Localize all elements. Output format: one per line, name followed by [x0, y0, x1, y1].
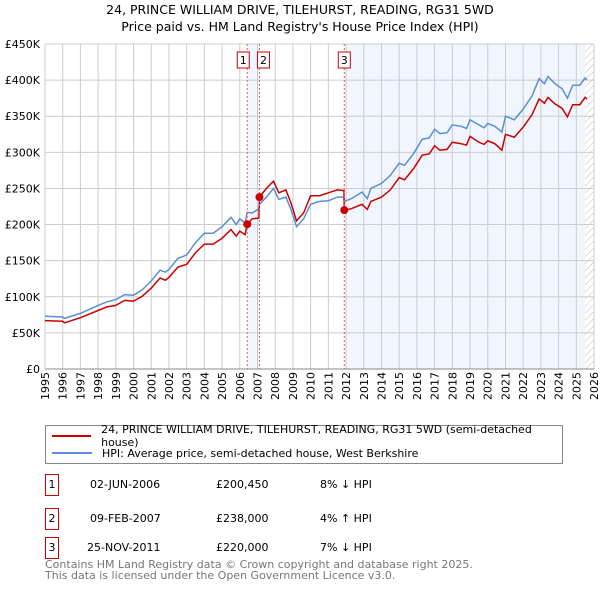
x-tick-label: 1999: [110, 372, 123, 400]
transaction-date: 02-JUN-2006: [90, 478, 161, 491]
transaction-price: £238,000: [216, 512, 269, 525]
footer-line-1: Contains HM Land Registry data © Crown c…: [45, 558, 473, 571]
transaction-hpi-diff: 4% ↑ HPI: [320, 512, 372, 525]
x-tick-label: 1996: [57, 372, 70, 400]
sale-point: [255, 193, 264, 202]
transaction-price: £220,000: [216, 541, 269, 554]
x-tick-label: 2021: [499, 372, 512, 400]
y-tick-label: £200K: [5, 219, 41, 232]
transaction-badge: 3: [45, 537, 59, 559]
sale-badge-label: 3: [341, 54, 348, 67]
x-tick-label: 2012: [340, 372, 353, 400]
x-tick-label: 1995: [39, 372, 52, 400]
transaction-hpi-diff: 7% ↓ HPI: [320, 541, 372, 554]
sale-badge: [256, 51, 270, 69]
x-tick-label: 2023: [535, 372, 548, 400]
y-tick-label: £350K: [5, 110, 41, 123]
x-tick-label: 1998: [92, 372, 105, 400]
price-chart: 1995 1996 1997 1998 1999 2000 2001 2002 2003 2004…: [5, 38, 600, 400]
legend-label-hpi: HPI: Average price, semi-detached house,…: [102, 446, 419, 460]
transaction-badge: 1: [45, 474, 59, 496]
x-tick-label: 2022: [517, 372, 530, 400]
sale-point: [340, 206, 349, 215]
y-tick-label: £0: [26, 363, 40, 376]
chart-legend: 24, PRINCE WILLIAM DRIVE, TILEHURST, REA…: [45, 423, 563, 464]
property-price-line: [44, 96, 588, 324]
x-tick-label: 2007: [252, 372, 265, 400]
x-tick-label: 2016: [411, 372, 424, 400]
legend-item-hpi: HPI: Average price, semi-detached house,…: [52, 445, 418, 461]
transaction-date: 25-NOV-2011: [87, 541, 161, 554]
forecast-hatch: [585, 44, 594, 369]
x-tick-label: 2020: [482, 372, 495, 400]
x-tick-label: 2013: [358, 372, 371, 400]
y-tick-label: £250K: [5, 182, 41, 195]
transaction-date: 09-FEB-2007: [90, 512, 161, 525]
shaded-period: [344, 44, 586, 369]
sale-badge: [337, 51, 351, 69]
footer-line-2: This data is licensed under the Open Gov…: [45, 569, 396, 582]
x-tick-label: 1997: [74, 372, 87, 400]
legend-swatch-blue: [52, 452, 92, 454]
x-tick-label: 2025: [570, 372, 583, 400]
footer: Contains HM Land Registry data © Crown c…: [45, 559, 473, 581]
x-tick-label: 2018: [446, 372, 459, 400]
y-tick-label: £100K: [5, 291, 41, 304]
transaction-hpi-diff: 8% ↓ HPI: [320, 478, 372, 491]
x-tick-label: 2026: [588, 372, 600, 400]
chart-title: 24, PRINCE WILLIAM DRIVE, TILEHURST, REA…: [106, 2, 494, 17]
x-tick-label: 2011: [322, 372, 335, 400]
y-tick-label: £50K: [12, 327, 41, 340]
x-tick-label: 2015: [393, 372, 406, 400]
x-tick-label: 2005: [216, 372, 229, 400]
chart-subtitle: Price paid vs. HM Land Registry's House …: [121, 19, 479, 34]
transaction-badge: 2: [45, 508, 59, 530]
sale-point: [243, 220, 252, 229]
x-tick-label: 2010: [305, 372, 318, 400]
x-tick-label: 2008: [269, 372, 282, 400]
x-tick-label: 2014: [375, 372, 388, 400]
sale-badge-label: 2: [260, 54, 267, 67]
x-tick-label: 2017: [429, 372, 442, 400]
x-tick-label: 2004: [198, 372, 211, 400]
sale-badge-label: 1: [240, 54, 247, 67]
x-tick-label: 2000: [128, 372, 141, 400]
hpi-line: [44, 75, 588, 320]
y-tick-label: £450K: [5, 38, 41, 51]
x-tick-label: 2002: [163, 372, 176, 400]
transaction-price: £200,450: [216, 478, 269, 491]
sale-badge: [236, 51, 250, 69]
shaded-period: [247, 44, 260, 369]
y-tick-label: £150K: [5, 255, 41, 268]
x-tick-label: 2003: [181, 372, 194, 400]
y-tick-label: £400K: [5, 74, 41, 87]
legend-label-property: 24, PRINCE WILLIAM DRIVE, TILEHURST, REA…: [101, 423, 532, 449]
x-tick-label: 2009: [287, 372, 300, 400]
x-tick-label: 2019: [464, 372, 477, 400]
y-tick-label: £300K: [5, 146, 41, 159]
x-tick-label: 2024: [553, 372, 566, 400]
x-tick-label: 2001: [145, 372, 158, 400]
legend-swatch-red: [52, 435, 92, 437]
legend-item-property: 24, PRINCE WILLIAM DRIVE, TILEHURST, REA…: [52, 423, 562, 449]
x-tick-label: 2006: [234, 372, 247, 400]
